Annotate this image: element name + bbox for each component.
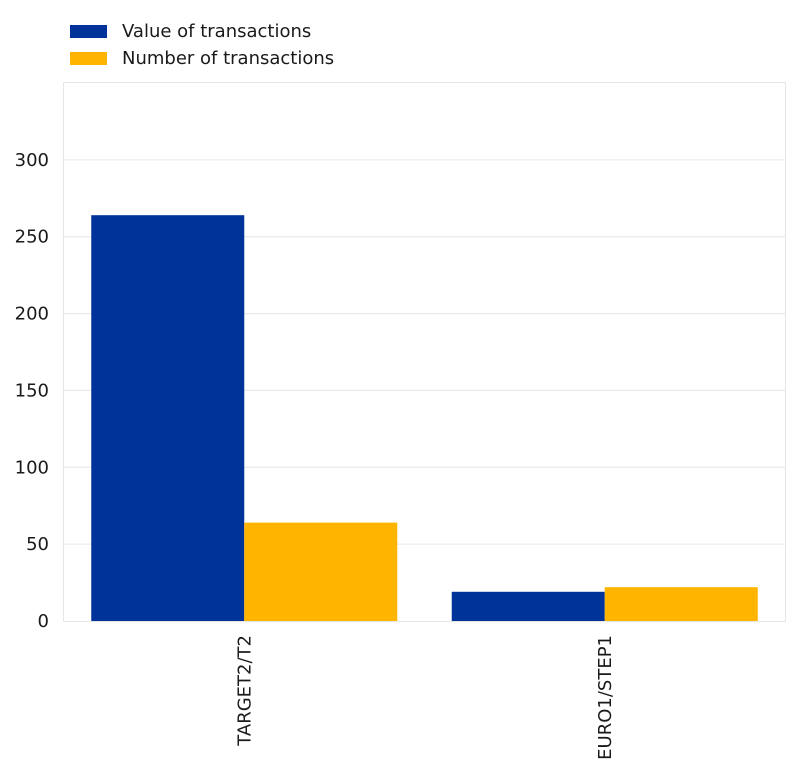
- y-tick-label-100: 100: [15, 457, 49, 478]
- y-axis-ticks: 0 50 100 150 200 250 300: [15, 150, 49, 632]
- bars: [91, 215, 758, 622]
- legend: Value of transactions Number of transact…: [70, 18, 334, 72]
- legend-swatch-value: [70, 25, 107, 38]
- y-tick-label-200: 200: [15, 304, 49, 325]
- bar-0-1: [451, 591, 605, 621]
- legend-swatch-number: [70, 52, 107, 65]
- y-tick-label-250: 250: [15, 227, 49, 248]
- y-tick-label-300: 300: [15, 150, 49, 171]
- legend-label-value: Value of transactions: [122, 21, 312, 42]
- bar-1-1: [604, 587, 758, 621]
- legend-item-value: Value of transactions: [70, 18, 334, 45]
- bar-0-0: [91, 215, 245, 622]
- x-tick-label-0: TARGET2/T2: [234, 635, 255, 747]
- legend-label-number: Number of transactions: [122, 48, 335, 69]
- y-tick-label-150: 150: [15, 380, 49, 401]
- x-tick-label-1: EURO1/STEP1: [595, 635, 616, 760]
- y-tick-label-50: 50: [26, 534, 49, 555]
- x-axis-ticks: TARGET2/T2 EURO1/STEP1: [234, 635, 616, 760]
- bar-1-0: [244, 522, 398, 621]
- plot-frame: [63, 82, 786, 622]
- y-tick-label-0: 0: [38, 611, 49, 632]
- legend-item-number: Number of transactions: [70, 45, 334, 72]
